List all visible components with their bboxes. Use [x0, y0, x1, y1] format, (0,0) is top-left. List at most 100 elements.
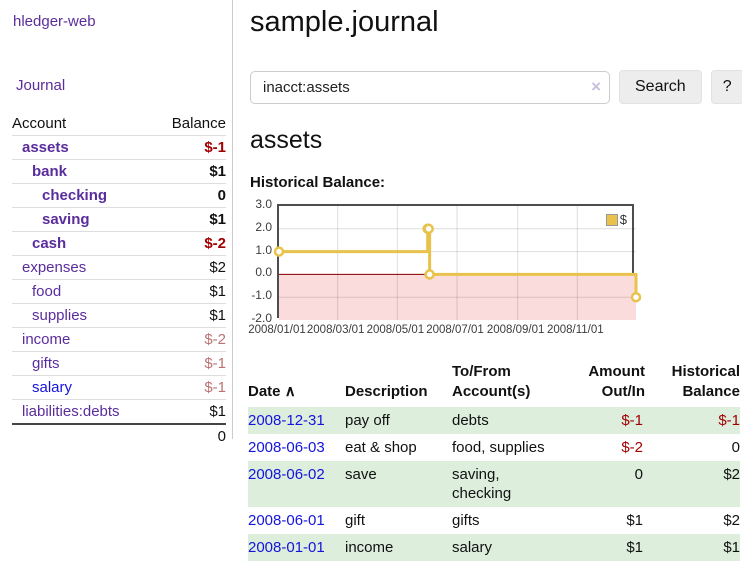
y-tick-label: 2.0: [255, 219, 272, 234]
accounts-header-balance: Balance: [154, 112, 226, 136]
transaction-description: save: [345, 466, 377, 483]
transaction-amount: 0: [634, 466, 643, 483]
account-balance: $1: [154, 303, 226, 328]
register-table: Date ∧ Description To/From Account(s) Am…: [248, 360, 740, 561]
legend-label: $: [619, 212, 627, 227]
account-row: gifts $-1: [12, 351, 226, 376]
transaction-balance: 0: [731, 439, 740, 456]
transaction-balance: $2: [723, 512, 740, 529]
account-row: saving $1: [12, 207, 226, 232]
y-tick-label: 0.0: [255, 265, 272, 280]
account-link-saving[interactable]: saving: [42, 211, 90, 228]
account-balance: $1: [154, 279, 226, 304]
y-tick-label: 1.0: [255, 242, 272, 257]
accounts-total-row: 0: [12, 423, 226, 448]
account-link-salary[interactable]: salary: [32, 379, 73, 396]
sort-ascending-icon: ∧: [284, 383, 296, 400]
chart-label: Historical Balance:: [250, 174, 386, 191]
account-balance: $-1: [154, 135, 226, 160]
search-button[interactable]: Search: [619, 70, 702, 104]
account-link-liabilities-debts[interactable]: liabilities:debts: [22, 403, 120, 420]
clear-search-icon[interactable]: ×: [591, 76, 601, 96]
account-balance: $1: [154, 207, 226, 232]
x-tick-label: 2008/01/01: [248, 324, 306, 336]
account-balance: $1: [154, 399, 226, 425]
app-title-link[interactable]: hledger-web: [13, 13, 96, 30]
accounts-table: Account Balance assets $-1 bank $1 check…: [12, 112, 226, 448]
x-tick-label: 2008/05/01: [366, 324, 425, 336]
chart-legend: $: [605, 212, 627, 227]
balance-chart: $ 3.0 2.0 1.0 0.0 -1.0 -2.0 2008/01/01 2008/03…: [246, 197, 742, 348]
account-link-supplies[interactable]: supplies: [32, 307, 88, 324]
header-balance: Historical Balance: [671, 363, 740, 400]
account-link-cash[interactable]: cash: [32, 235, 67, 252]
account-link-gifts[interactable]: gifts: [32, 355, 60, 372]
search-form: × Search ?: [250, 70, 742, 104]
account-balance: $2: [154, 255, 226, 280]
account-row: checking 0: [12, 183, 226, 208]
sidebar-item-journal[interactable]: Journal: [16, 77, 66, 94]
accounts-header-row: Account Balance: [12, 112, 226, 136]
register-row: 2008-01-01 income salary $1 $1: [248, 534, 740, 561]
account-row: expenses $2: [12, 255, 226, 280]
y-tick-label: -1.0: [251, 288, 272, 303]
transaction-accounts: food, supplies: [452, 439, 545, 456]
transaction-description: eat & shop: [345, 439, 417, 456]
header-amount: Amount Out/In: [588, 363, 645, 400]
header-date[interactable]: Date ∧: [248, 383, 296, 400]
account-row: food $1: [12, 279, 226, 304]
account-balance: $-1: [154, 375, 226, 400]
transaction-balance: $2: [723, 466, 740, 483]
account-link-bank[interactable]: bank: [32, 163, 68, 180]
account-link-income[interactable]: income: [22, 331, 71, 348]
account-row: liabilities:debts $1: [12, 399, 226, 425]
page-title: sample.journal: [250, 6, 439, 38]
x-tick-label: 2008/09/01: [486, 324, 545, 336]
help-button[interactable]: ?: [710, 70, 742, 104]
register-row: 2008-06-02 save saving, checking 0 $2: [248, 461, 740, 507]
account-balance: $-1: [154, 351, 226, 376]
account-row: bank $1: [12, 159, 226, 184]
transaction-date-link[interactable]: 2008-06-03: [248, 439, 325, 456]
transaction-amount: $-1: [621, 412, 643, 429]
header-accounts: To/From Account(s): [452, 363, 531, 400]
search-input[interactable]: [250, 70, 610, 104]
account-link-assets[interactable]: assets: [22, 139, 69, 156]
transaction-date-link[interactable]: 2008-01-01: [248, 539, 325, 556]
y-tick-label: 3.0: [255, 197, 272, 211]
transaction-date-link[interactable]: 2008-06-02: [248, 466, 325, 483]
account-row: income $-2: [12, 327, 226, 352]
accounts-total: 0: [154, 423, 226, 448]
account-row: assets $-1: [12, 135, 226, 160]
x-tick-label: 2008/03/01: [306, 324, 365, 336]
account-balance: $-2: [154, 327, 226, 352]
transaction-accounts: debts: [452, 412, 489, 429]
account-row: salary $-1: [12, 375, 226, 400]
transaction-date-link[interactable]: 2008-06-01: [248, 512, 325, 529]
x-tick-label: 2008/11/01: [546, 324, 604, 336]
transaction-description: gift: [345, 512, 366, 529]
header-description: Description: [345, 383, 428, 400]
register-header-row: Date ∧ Description To/From Account(s) Am…: [248, 360, 740, 407]
transaction-amount: $1: [626, 539, 643, 556]
account-link-checking[interactable]: checking: [42, 187, 108, 204]
account-heading: assets: [250, 126, 323, 154]
account-balance: $1: [154, 159, 226, 184]
account-balance: 0: [154, 183, 226, 208]
transaction-balance: $-1: [718, 412, 740, 429]
transaction-description: pay off: [345, 412, 390, 429]
account-row: cash $-2: [12, 231, 226, 256]
chart-plot: $: [273, 204, 642, 320]
transaction-date-link[interactable]: 2008-12-31: [248, 412, 325, 429]
account-row: supplies $1: [12, 303, 226, 328]
transaction-accounts: saving, checking: [452, 466, 512, 502]
y-tick-label: -2.0: [251, 311, 272, 325]
legend-swatch-icon: [605, 213, 618, 226]
account-link-expenses[interactable]: expenses: [22, 259, 87, 276]
transaction-accounts: gifts: [452, 512, 480, 529]
account-balance: $-2: [154, 231, 226, 256]
register-row: 2008-06-03 eat & shop food, supplies $-2…: [248, 434, 740, 461]
x-tick-label: 2008/07/01: [426, 324, 484, 336]
account-link-food[interactable]: food: [32, 283, 62, 300]
transaction-accounts: salary: [452, 539, 493, 556]
